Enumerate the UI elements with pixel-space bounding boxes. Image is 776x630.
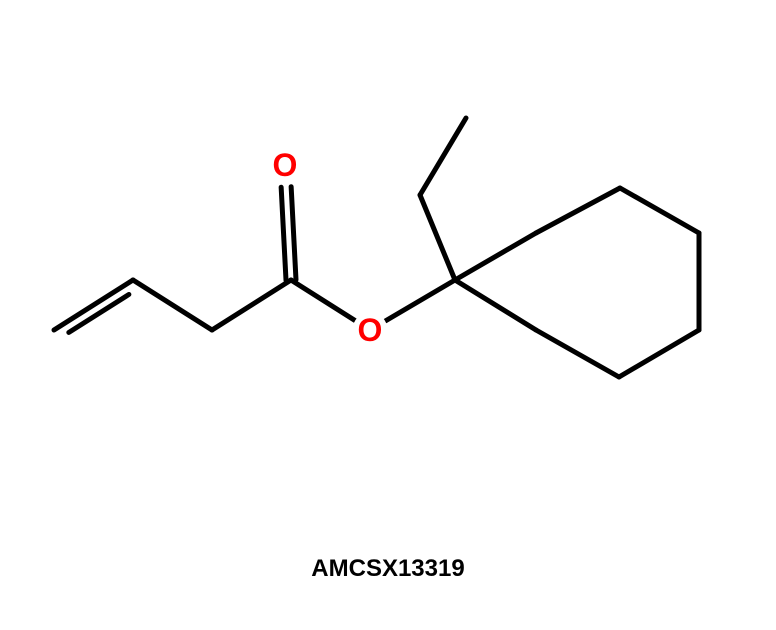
atom-label: O	[358, 312, 383, 348]
bond-line	[619, 330, 699, 377]
bond-line	[291, 280, 355, 320]
bond-line	[455, 233, 536, 280]
bond-line	[291, 187, 296, 280]
diagram-canvas: OO AMCSX13319	[0, 0, 776, 630]
atom-label: O	[273, 147, 298, 183]
bond-line	[54, 280, 133, 330]
bond-line	[536, 188, 620, 233]
bond-line	[133, 280, 212, 330]
bond-line	[212, 280, 291, 330]
bond-line	[620, 188, 699, 233]
bond-line	[455, 280, 536, 330]
caption-label: AMCSX13319	[0, 555, 776, 583]
bond-line	[386, 280, 455, 321]
bond-line	[420, 118, 466, 195]
bond-line	[281, 187, 286, 280]
bond-line	[420, 195, 455, 280]
molecule-svg: OO	[0, 0, 776, 630]
bond-line	[536, 330, 619, 377]
